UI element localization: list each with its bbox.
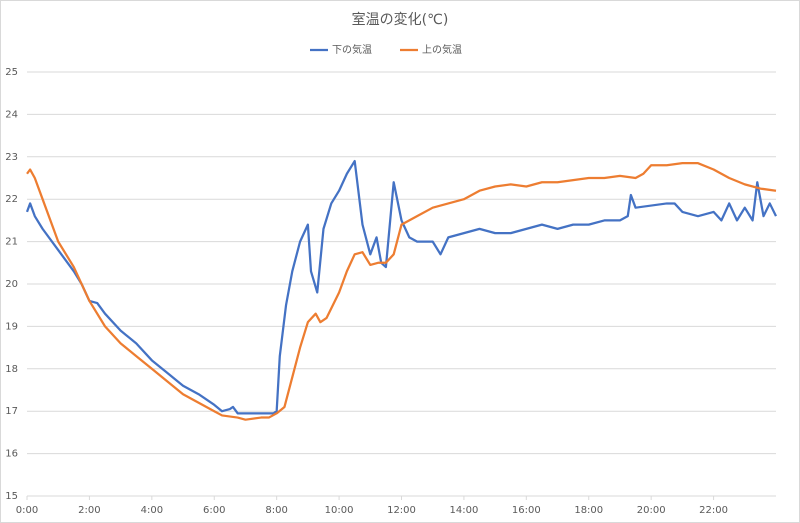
x-tick-label: 8:00 [265,505,287,516]
y-tick-label: 18 [5,364,18,375]
y-tick-label: 20 [5,279,18,290]
chart-title: 室温の変化(℃) [352,11,449,28]
x-tick-label: 2:00 [78,505,100,516]
x-tick-label: 20:00 [637,505,666,516]
y-tick-label: 19 [5,321,18,332]
y-tick-label: 22 [5,194,18,205]
series-line [25,159,778,415]
x-tick-label: 10:00 [325,505,354,516]
x-tick-label: 14:00 [450,505,479,516]
y-tick-label: 24 [5,109,18,120]
y-tick-label: 21 [5,237,18,248]
legend-label: 上の気温 [422,43,462,56]
x-tick-label: 18:00 [574,505,603,516]
x-tick-label: 4:00 [141,505,163,516]
x-tick-label: 12:00 [387,505,416,516]
y-tick-label: 17 [5,406,18,417]
y-tick-label: 15 [5,491,18,502]
y-tick-label: 16 [5,449,18,460]
x-tick-label: 22:00 [699,505,728,516]
x-tick-label: 6:00 [203,505,225,516]
legend-label: 下の気温 [332,43,372,56]
y-tick-label: 25 [5,67,18,78]
x-tick-label: 16:00 [512,505,541,516]
series-line [26,162,777,421]
x-tick-label: 0:00 [16,505,38,516]
y-tick-label: 23 [5,152,18,163]
